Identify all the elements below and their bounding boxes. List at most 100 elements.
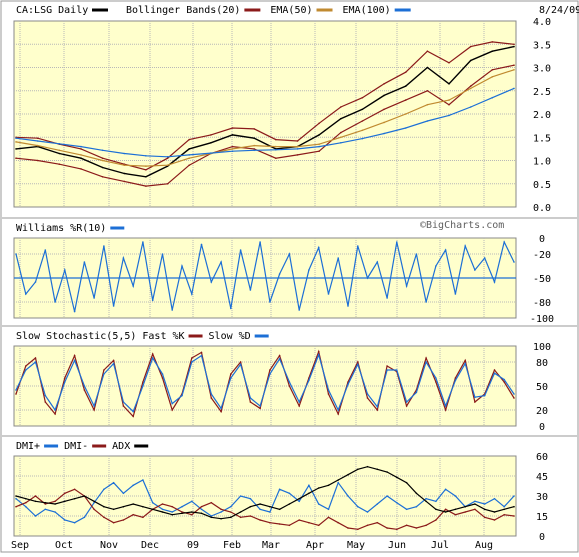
data-point-2-1-22: [230, 377, 232, 379]
data-point-3-0-45: [454, 495, 457, 497]
data-point-2-0-43: [435, 381, 437, 383]
data-point-2-0-27: [278, 354, 281, 357]
data-point-3-2-51: [513, 505, 515, 508]
data-point-3-0-0: [15, 497, 17, 500]
data-point-0-0-16: [361, 108, 364, 111]
data-point-3-2-41: [415, 492, 418, 495]
data-point-0-1-8: [188, 138, 190, 141]
ytick-1-3: -80: [533, 298, 551, 309]
data-point-3-2-5: [64, 500, 66, 503]
data-point-2-1-0: [15, 389, 17, 391]
data-point-0-0-19: [426, 66, 429, 69]
data-point-0-1-10: [231, 127, 234, 129]
ytick-3-1: 45: [536, 472, 548, 483]
data-point-0-1-15: [340, 106, 342, 108]
data-point-3-0-38: [386, 495, 388, 497]
data-point-2-0-16: [171, 409, 173, 411]
data-point-1-0-19: [200, 243, 203, 246]
data-point-1-0-2: [34, 281, 37, 283]
panel-2-legend-label-1: Fast %K: [142, 331, 184, 342]
series-line-3-2: [15, 466, 515, 520]
data-point-0-1-12: [275, 138, 277, 141]
data-point-2-0-7: [83, 389, 86, 391]
data-point-3-0-14: [151, 501, 154, 504]
data-point-3-2-37: [376, 468, 379, 471]
data-point-3-0-20: [210, 515, 213, 517]
data-point-3-2-3: [44, 501, 47, 504]
data-point-0-0-6: [145, 176, 147, 178]
data-point-2-0-22: [230, 373, 232, 375]
data-point-2-0-35: [357, 361, 359, 363]
data-point-3-0-21: [220, 511, 222, 513]
data-point-3-0-37: [376, 503, 379, 505]
data-point-3-2-33: [337, 479, 340, 481]
data-point-1-0-33: [337, 257, 340, 259]
data-point-3-0-25: [259, 508, 261, 511]
xtick-5: Feb: [223, 540, 241, 551]
data-point-0-1-21: [469, 45, 472, 48]
data-point-1-0-25: [259, 241, 261, 243]
data-point-2-1-39: [396, 369, 398, 371]
data-point-2-1-3: [44, 394, 47, 397]
data-point-0-1-20: [448, 62, 450, 64]
data-point-2-0-19: [200, 351, 203, 354]
data-point-3-0-16: [171, 511, 173, 513]
data-point-0-0-2: [58, 152, 61, 155]
data-point-0-0-20: [448, 83, 450, 85]
data-point-0-1-7: [166, 157, 169, 159]
data-point-2-1-42: [425, 361, 427, 363]
data-point-2-1-23: [239, 363, 242, 366]
data-point-3-1-39: [396, 528, 398, 531]
data-point-0-4-8: [188, 154, 190, 156]
data-point-3-0-48: [483, 503, 486, 505]
data-point-2-1-21: [220, 407, 222, 410]
data-point-0-0-0: [15, 148, 17, 150]
xtick-7: Apr: [306, 540, 324, 551]
data-point-2-1-8: [93, 405, 95, 407]
data-point-3-0-31: [317, 503, 320, 505]
data-point-3-2-38: [386, 471, 388, 473]
series-line-3-0: [15, 479, 515, 524]
data-point-0-3-3: [80, 154, 82, 156]
data-point-2-1-15: [161, 373, 164, 375]
data-point-2-1-28: [288, 381, 291, 383]
data-point-3-2-7: [83, 495, 86, 497]
data-point-2-0-3: [44, 401, 47, 403]
data-point-2-1-17: [181, 394, 183, 397]
data-point-0-3-4: [101, 159, 104, 162]
data-point-3-1-38: [386, 527, 388, 529]
data-point-0-1-14: [318, 122, 320, 125]
data-point-0-4-7: [166, 156, 169, 158]
data-point-3-1-12: [132, 513, 134, 516]
xtick-3: Dec: [141, 540, 159, 551]
data-point-3-1-11: [122, 519, 125, 521]
data-point-2-1-10: [112, 362, 115, 365]
data-point-2-1-7: [83, 385, 86, 387]
data-point-0-0-18: [404, 85, 407, 87]
panel-1-legend-label-0: Williams %R(10): [16, 223, 106, 234]
data-point-1-0-48: [483, 257, 486, 259]
data-point-3-2-8: [93, 500, 95, 503]
data-point-3-0-6: [73, 521, 76, 524]
data-point-0-0-5: [123, 172, 126, 175]
data-point-3-2-50: [503, 508, 506, 511]
data-point-3-1-20: [210, 501, 213, 504]
data-point-2-0-11: [122, 405, 125, 407]
data-point-1-0-6: [73, 310, 76, 313]
data-point-0-4-2: [58, 143, 61, 145]
data-point-3-0-12: [132, 484, 134, 487]
data-point-2-0-5: [64, 377, 66, 379]
data-point-3-2-24: [249, 505, 252, 508]
data-point-1-0-1: [25, 293, 27, 295]
data-point-3-2-27: [278, 508, 281, 511]
data-point-3-2-26: [269, 505, 271, 508]
data-point-0-4-12: [275, 149, 277, 151]
data-point-1-0-9: [103, 245, 105, 247]
data-point-3-1-32: [327, 516, 330, 519]
ytick-1-0: 0: [539, 234, 545, 245]
xtick-11: Aug: [475, 540, 493, 551]
ytick-3-2: 30: [536, 492, 548, 503]
data-point-3-0-3: [44, 508, 47, 511]
